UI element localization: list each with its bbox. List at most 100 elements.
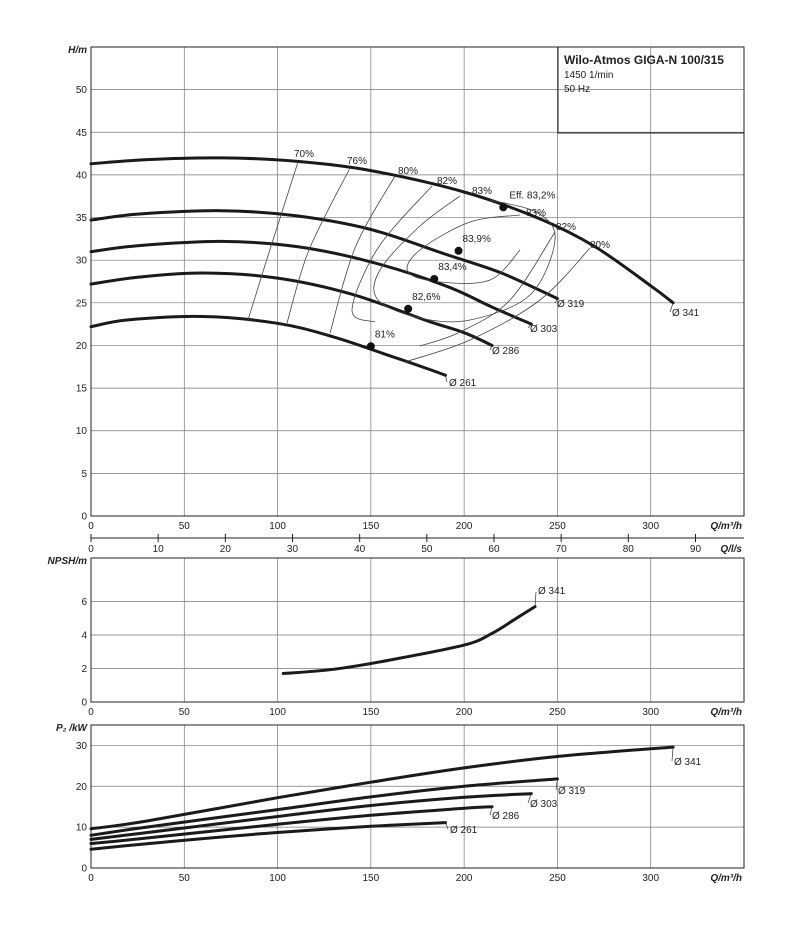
curve-diameter-label: Ø 303: [530, 799, 558, 810]
y-tick-label: 45: [76, 128, 88, 139]
x-tick-label: 250: [549, 873, 566, 884]
y-tick-label: 30: [76, 741, 88, 752]
bep-label: 82,6%: [412, 292, 440, 303]
secondary-flow-axis: 0 10 20 30 40 50 60 70 80 90 Q/l/s: [88, 534, 744, 555]
x-tick-label: 200: [456, 707, 473, 718]
x-tick-label: 50: [179, 707, 191, 718]
series-line: [89, 745, 675, 831]
series-line: [89, 239, 533, 326]
curve-diameter-label: Ø 261: [449, 378, 477, 389]
y-tick-label: 25: [76, 298, 88, 309]
x-axis-title: Q/m³/h: [710, 521, 742, 532]
secondary-tick-label: 0: [88, 544, 94, 555]
efficiency-label: 70%: [294, 149, 314, 160]
efficiency-label: 80%: [398, 166, 418, 177]
efficiency-label: 82%: [437, 176, 457, 187]
head-panel: 0 50 100 150 200 250 300 0 5 10 15 20 25 30 35 40 45 50 H/…: [68, 45, 745, 532]
y-tick-label: 50: [76, 85, 88, 96]
x-tick-label: 50: [179, 521, 191, 532]
bep-label: 81%: [375, 329, 395, 340]
efficiency-isoline: [286, 167, 351, 324]
y-axis-title: NPSH/m: [48, 556, 88, 567]
series-line: [89, 792, 533, 841]
x-tick-label: 150: [363, 707, 380, 718]
efficiency-label: 76%: [347, 156, 367, 167]
efficiency-label: 82%: [556, 222, 576, 233]
curve-diameter-label: Ø 319: [557, 299, 585, 310]
x-tick-label: 250: [549, 521, 566, 532]
y-tick-label: 2: [81, 664, 87, 675]
x-tick-label: 0: [88, 521, 94, 532]
y-tick-label: 20: [76, 782, 88, 793]
y-tick-label: 15: [76, 384, 88, 395]
title-box-speed: 1450 1/min: [564, 70, 613, 81]
curve-diameter-label: Ø 341: [674, 757, 702, 768]
series-line: [89, 209, 559, 301]
y-tick-label: 10: [76, 426, 88, 437]
secondary-tick-label: 50: [421, 544, 433, 555]
x-tick-label: 0: [88, 873, 94, 884]
x-tick-label: 100: [269, 707, 286, 718]
curve-diameter-label: Ø 319: [558, 786, 586, 797]
y-axis-title: H/m: [68, 45, 87, 56]
efficiency-isoline: [247, 161, 299, 321]
secondary-tick-label: 90: [690, 544, 702, 555]
series-line: [89, 271, 494, 347]
efficiency-isoline: [419, 231, 556, 347]
y-tick-label: 6: [81, 597, 87, 608]
efficiency-isoline: [329, 175, 396, 334]
series-line: [89, 805, 494, 845]
curve-diameter-label: Ø 286: [492, 346, 520, 357]
series-line: [89, 777, 559, 837]
x-tick-label: 300: [642, 521, 659, 532]
series-line: [281, 605, 537, 675]
curve-diameter-label: Ø 341: [672, 308, 700, 319]
y-tick-label: 0: [81, 512, 87, 523]
npsh-panel: 0 50 100 150 200 250 300 0 2 4 6 NPSH/m Q/m³/h Ø 341: [48, 556, 745, 718]
plot-frame: [90, 557, 745, 703]
title-box-frame: [557, 46, 745, 134]
secondary-tick-label: 10: [153, 544, 165, 555]
x-axis-title: Q/m³/h: [710, 707, 742, 718]
power-panel: 0 50 100 150 200 250 300 0 10 20 30 P₂ /kW Q/m³/h Ø 3…: [56, 723, 745, 884]
x-tick-label: 200: [456, 521, 473, 532]
curve-label-leader: [527, 323, 532, 329]
x-tick-label: 0: [88, 707, 94, 718]
secondary-tick-label: 30: [287, 544, 299, 555]
secondary-tick-label: 40: [354, 544, 366, 555]
efficiency-isoline: [373, 195, 556, 323]
curve-label-leader: [445, 822, 449, 830]
curve-label-leader: [489, 806, 493, 816]
efficiency-isoline: [351, 185, 433, 323]
y-tick-label: 35: [76, 213, 88, 224]
y-tick-label: 10: [76, 823, 88, 834]
bep-marker: [499, 203, 508, 212]
bep-marker: [454, 246, 463, 255]
curve-label-leader: [555, 778, 558, 791]
y-tick-label: 5: [81, 469, 87, 480]
curve-label-leader: [445, 375, 448, 383]
secondary-axis-title: Q/l/s: [720, 544, 742, 555]
x-tick-label: 250: [549, 707, 566, 718]
series-line: [89, 156, 675, 305]
efficiency-label: 83%: [526, 208, 546, 219]
secondary-tick-label: 80: [623, 544, 635, 555]
bep-marker: [404, 304, 413, 313]
bep-marker: [430, 274, 439, 283]
curve-label-leader: [534, 591, 537, 607]
secondary-tick-label: 70: [556, 544, 568, 555]
curve-label-leader: [527, 793, 532, 804]
x-tick-label: 100: [269, 873, 286, 884]
bep-marker: [366, 342, 375, 351]
y-tick-label: 40: [76, 170, 88, 181]
curve-diameter-label: Ø 261: [450, 825, 478, 836]
efficiency-isoline: [406, 214, 521, 284]
x-tick-label: 150: [363, 521, 380, 532]
y-tick-label: 0: [81, 864, 87, 875]
plot-frame: [90, 46, 745, 517]
bep-label: Eff. 83,2%: [509, 190, 555, 201]
curve-label-leader: [554, 298, 558, 304]
curve-label-leader: [671, 747, 674, 762]
